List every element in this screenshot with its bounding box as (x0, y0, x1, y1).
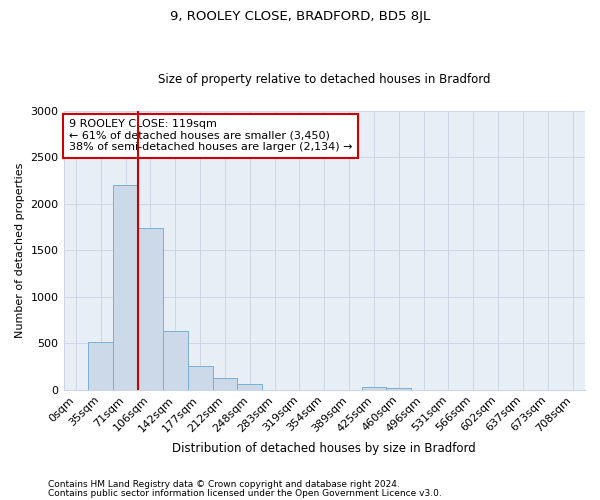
Y-axis label: Number of detached properties: Number of detached properties (15, 162, 25, 338)
Bar (238, 384, 262, 390)
Bar (163, 331, 188, 390)
Bar (113, 185, 138, 390)
Bar (212, 378, 238, 390)
Text: 9 ROOLEY CLOSE: 119sqm
← 61% of detached houses are smaller (3,450)
38% of semi-: 9 ROOLEY CLOSE: 119sqm ← 61% of detached… (69, 119, 352, 152)
Text: 9, ROOLEY CLOSE, BRADFORD, BD5 8JL: 9, ROOLEY CLOSE, BRADFORD, BD5 8JL (170, 10, 430, 23)
Bar (188, 366, 212, 390)
Title: Size of property relative to detached houses in Bradford: Size of property relative to detached ho… (158, 73, 491, 86)
Text: Contains public sector information licensed under the Open Government Licence v3: Contains public sector information licen… (48, 488, 442, 498)
X-axis label: Distribution of detached houses by size in Bradford: Distribution of detached houses by size … (172, 442, 476, 455)
Bar (138, 228, 163, 390)
Bar (362, 387, 386, 390)
Bar (88, 342, 113, 390)
Text: Contains HM Land Registry data © Crown copyright and database right 2024.: Contains HM Land Registry data © Crown c… (48, 480, 400, 489)
Bar (386, 388, 411, 390)
